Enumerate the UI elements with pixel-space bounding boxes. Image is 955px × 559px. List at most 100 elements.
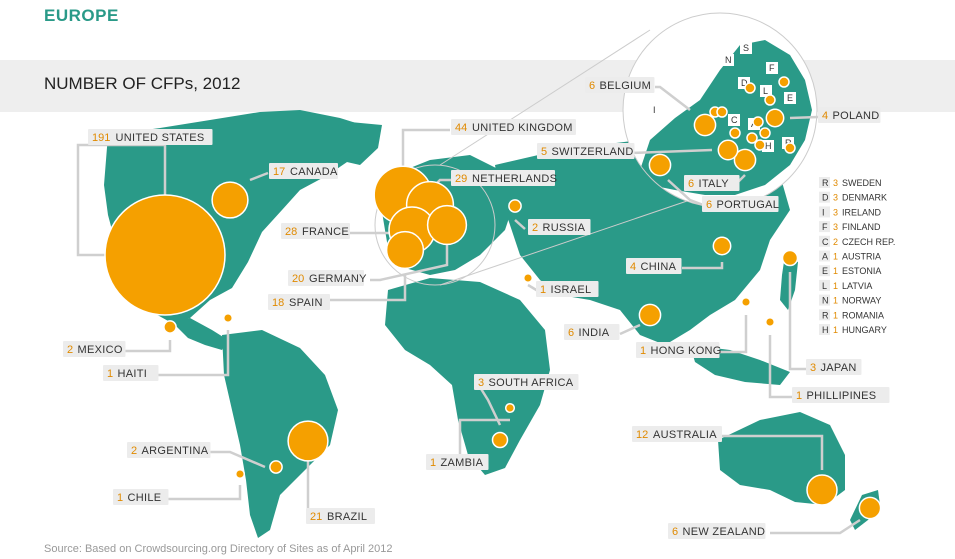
legend-value-latvia: 1 bbox=[833, 281, 838, 291]
inset-letter-8: C bbox=[731, 115, 738, 125]
inset-letter-bg-3 bbox=[766, 62, 778, 74]
legend-value-czech-rep: 2 bbox=[833, 237, 838, 247]
label-name-mexico: MEXICO bbox=[78, 344, 123, 356]
inset-bubble-4 bbox=[778, 76, 790, 88]
bubble-india bbox=[638, 303, 662, 327]
bubble-south-africa bbox=[491, 431, 509, 449]
legend-key-romania: R bbox=[822, 310, 829, 320]
bubble-canada bbox=[211, 181, 249, 219]
legend-key-ireland: I bbox=[822, 207, 825, 217]
leader-haiti bbox=[150, 330, 230, 377]
legend-key-czech-rep: C bbox=[822, 237, 829, 247]
leader-spain bbox=[330, 275, 407, 302]
inset-bubble-11 bbox=[752, 116, 764, 128]
label-name-argentina: ARGENTINA bbox=[142, 445, 209, 457]
inset-letter-5: L bbox=[763, 86, 768, 96]
label-bg-hong-kong bbox=[636, 342, 720, 358]
label-bg-netherlands bbox=[451, 170, 555, 186]
label-name-chile: CHILE bbox=[128, 492, 162, 504]
label-name-spain: SPAIN bbox=[289, 297, 323, 309]
label-bg-india bbox=[564, 324, 620, 340]
legend-name-estonia: ESTONIA bbox=[842, 266, 881, 276]
label-value-new-zealand: 6 bbox=[672, 526, 678, 538]
label-bg-germany bbox=[288, 270, 364, 286]
inset-letter-bg-8 bbox=[728, 114, 740, 126]
leader-switzerland bbox=[629, 148, 713, 155]
legend-key-bg-sweden bbox=[819, 177, 830, 188]
label-value-china: 4 bbox=[630, 261, 636, 273]
bubble-israel bbox=[522, 272, 534, 284]
leader-hong-kong bbox=[715, 315, 748, 354]
label-value-brazil: 21 bbox=[310, 511, 322, 523]
inset-letter-bg-1 bbox=[722, 54, 734, 66]
legend-value-romania: 1 bbox=[833, 310, 838, 320]
legend-key-bg-ireland bbox=[819, 206, 830, 218]
leader-germany bbox=[370, 245, 449, 282]
legend-key-bg-norway bbox=[819, 294, 830, 306]
legend-key-bg-romania bbox=[819, 309, 830, 321]
bubble-hong-kong bbox=[740, 296, 752, 308]
bubble-spain bbox=[385, 230, 425, 270]
inset-letter-10: H bbox=[765, 141, 772, 151]
label-name-portugal: PORTUGAL bbox=[717, 199, 780, 211]
label-value-south-africa: 3 bbox=[478, 377, 484, 389]
legend-key-sweden: R bbox=[822, 178, 829, 188]
label-name-india: INDIA bbox=[579, 327, 610, 339]
legend-key-bg-denmark bbox=[819, 191, 830, 203]
label-bg-south-africa bbox=[474, 374, 579, 390]
label-value-argentina: 2 bbox=[131, 445, 137, 457]
section-title: EUROPE bbox=[44, 6, 119, 25]
bubble-new-zealand bbox=[858, 496, 882, 520]
label-bg-australia bbox=[632, 426, 722, 442]
label-value-germany: 20 bbox=[292, 273, 304, 285]
legend-value-hungary: 1 bbox=[833, 325, 838, 335]
label-name-phillipines: PHILLIPINES bbox=[807, 390, 877, 402]
label-bg-china bbox=[626, 258, 682, 274]
label-value-russia: 2 bbox=[532, 222, 538, 234]
label-bg-israel bbox=[536, 281, 599, 297]
label-name-germany: GERMANY bbox=[309, 273, 367, 285]
label-name-brazil: BRAZIL bbox=[327, 511, 367, 523]
leader-phillipines bbox=[768, 335, 793, 399]
legend-value-sweden: 3 bbox=[833, 178, 838, 188]
legend-key-bg-estonia bbox=[819, 265, 830, 277]
label-value-italy: 6 bbox=[688, 178, 694, 190]
inset-land bbox=[640, 40, 812, 195]
label-value-hong-kong: 1 bbox=[640, 345, 646, 357]
legend-value-ireland: 3 bbox=[833, 207, 838, 217]
legend-value-finland: 3 bbox=[833, 222, 838, 232]
label-bg-argentina bbox=[127, 442, 211, 458]
bubble-mexico bbox=[163, 320, 177, 334]
legend-key-estonia: E bbox=[822, 266, 828, 276]
label-bg-united-kingdom bbox=[451, 119, 576, 135]
bubble-phillipines bbox=[764, 316, 776, 328]
legend-name-czech-rep: CZECH REP. bbox=[842, 237, 895, 247]
leader-canada bbox=[249, 171, 269, 182]
inset-letter-7: I bbox=[653, 105, 656, 115]
legend-key-hungary: H bbox=[822, 325, 829, 335]
legend-name-denmark: DENMARK bbox=[842, 193, 887, 203]
label-bg-belgium bbox=[585, 77, 655, 93]
source-note: Source: Based on Crowdsourcing.org Direc… bbox=[44, 543, 393, 555]
label-bg-portugal bbox=[702, 196, 779, 212]
legend-name-hungary: HUNGARY bbox=[842, 325, 887, 335]
legend-name-norway: NORWAY bbox=[842, 296, 881, 306]
inset-connector-bottom bbox=[439, 199, 691, 286]
label-name-south-africa: SOUTH AFRICA bbox=[489, 377, 574, 389]
leader-russia bbox=[514, 219, 526, 230]
label-bg-russia bbox=[528, 219, 591, 235]
inset-letter-6: E bbox=[787, 93, 793, 103]
legend-name-finland: FINLAND bbox=[842, 222, 881, 232]
inset-bubble-10 bbox=[784, 142, 796, 154]
leader-chile bbox=[165, 485, 242, 501]
label-name-belgium: BELGIUM bbox=[600, 80, 652, 92]
label-bg-switzerland bbox=[537, 143, 635, 159]
leader-australia bbox=[718, 434, 824, 470]
legend-value-estonia: 1 bbox=[833, 266, 838, 276]
leader-india bbox=[619, 323, 641, 336]
bubble-poland bbox=[765, 108, 785, 128]
label-name-japan: JAPAN bbox=[821, 362, 857, 374]
bubble-zambia bbox=[504, 402, 516, 414]
leader-portugal bbox=[667, 179, 707, 208]
